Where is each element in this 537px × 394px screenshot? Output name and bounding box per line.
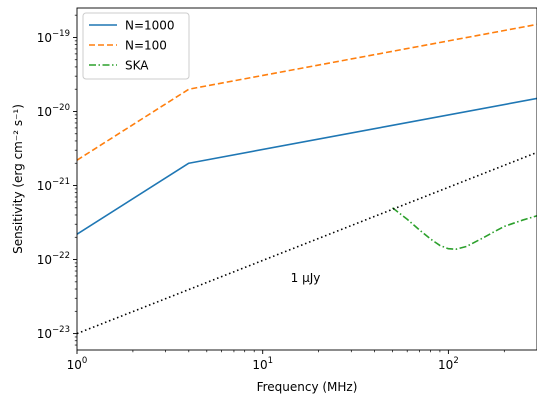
y-tick-label: 10−19: [37, 29, 70, 45]
y-axis-label: Sensitivity (erg cm⁻² s⁻¹): [11, 104, 25, 254]
legend-items: N=1000 N=100 SKA: [89, 19, 175, 73]
legend-label: N=1000: [125, 19, 175, 33]
plot-frame: [76, 7, 537, 351]
annotation-layer: 1 μJy: [291, 271, 321, 285]
legend: N=1000 N=100 SKA: [82, 12, 190, 80]
series-layer: [77, 23, 537, 335]
y-tick-label: 10−20: [37, 103, 70, 119]
ticks-layer: 100 101 102 10−23 10−22 10−21 10−20 10−19: [37, 14, 505, 372]
y-tick-label: 10−22: [37, 251, 70, 267]
y-tick-label: 10−21: [37, 177, 70, 193]
x-axis-label: Frequency (MHz): [257, 380, 358, 394]
legend-label: N=100: [125, 39, 167, 53]
x-tick-label: 101: [252, 356, 273, 372]
legend-label: SKA: [125, 59, 149, 73]
x-tick-label: 102: [438, 356, 459, 372]
x-tick-label: 100: [67, 356, 88, 372]
y-tick-label: 10−23: [37, 325, 70, 341]
legend-box: [82, 12, 190, 80]
annotation-label: 1 μJy: [291, 271, 321, 285]
series-line-ska: [392, 207, 537, 250]
series-line-n-1000: [77, 97, 537, 235]
series-line-reference-3: [77, 151, 537, 335]
